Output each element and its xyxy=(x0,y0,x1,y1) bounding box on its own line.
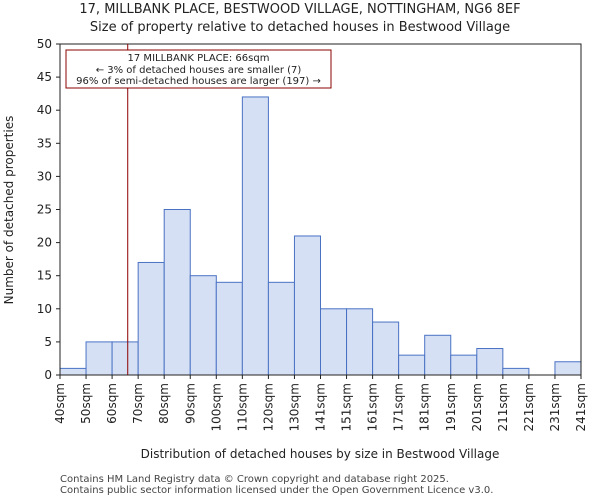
annotation-border xyxy=(65,49,332,89)
histogram-bar xyxy=(424,334,452,376)
histogram-bar xyxy=(267,281,295,376)
histogram-bar xyxy=(111,341,139,376)
y-tick-label: 20 xyxy=(37,236,52,250)
x-tick-label: 231sqm xyxy=(548,383,562,431)
histogram-bar xyxy=(85,341,113,376)
bars xyxy=(59,96,582,376)
y-tick-label: 10 xyxy=(37,302,52,316)
x-tick-label: 50sqm xyxy=(79,383,93,424)
x-axis-label: Distribution of detached houses by size … xyxy=(141,447,500,461)
y-tick-label: 40 xyxy=(37,103,52,117)
x-tick-label: 130sqm xyxy=(287,383,301,431)
x-tick-label: 211sqm xyxy=(496,383,510,431)
chart-title: 17, MILLBANK PLACE, BESTWOOD VILLAGE, NO… xyxy=(79,2,520,17)
histogram-bar xyxy=(372,321,400,376)
y-tick-label: 50 xyxy=(37,37,52,51)
x-tick-label: 201sqm xyxy=(470,383,484,431)
x-tick-label: 161sqm xyxy=(366,383,380,431)
histogram-bar xyxy=(215,281,243,376)
y-tick-label: 35 xyxy=(37,136,52,150)
y-tick-label: 5 xyxy=(44,335,52,349)
histogram-bar xyxy=(398,354,426,376)
histogram-bar xyxy=(346,308,374,376)
annotation-line-1: 17 MILLBANK PLACE: 66sqm xyxy=(128,53,270,64)
histogram-bar xyxy=(450,354,478,376)
histogram-bar xyxy=(554,361,582,376)
y-tick-label: 45 xyxy=(37,70,52,84)
x-tick-label: 100sqm xyxy=(209,383,223,431)
x-tick-label: 70sqm xyxy=(131,383,145,424)
y-axis: 0 5 10 15 20 25 30 35 40 45 50 xyxy=(37,37,60,382)
x-tick-label: 171sqm xyxy=(392,383,406,431)
footer-line-2: Contains public sector information licen… xyxy=(60,485,494,496)
histogram-bar xyxy=(163,209,191,376)
x-tick-label: 90sqm xyxy=(183,383,197,424)
x-tick-label: 221sqm xyxy=(522,383,536,431)
x-tick-label: 191sqm xyxy=(444,383,458,431)
x-tick-label: 40sqm xyxy=(53,383,67,424)
footer-line-1: Contains HM Land Registry data © Crown c… xyxy=(60,474,449,485)
histogram-bar xyxy=(241,96,269,376)
x-tick-label: 181sqm xyxy=(418,383,432,431)
x-tick-label: 60sqm xyxy=(105,383,119,424)
histogram-bar xyxy=(293,235,322,376)
x-tick-label: 80sqm xyxy=(157,383,171,424)
x-tick-label: 151sqm xyxy=(340,383,354,431)
annotation-line-2: ← 3% of detached houses are smaller (7) xyxy=(96,65,302,76)
y-tick-label: 15 xyxy=(37,269,52,283)
y-tick-label: 25 xyxy=(37,203,52,217)
x-axis: 40sqm 50sqm 60sqm 70sqm 80sqm 90sqm 100sqm 110s… xyxy=(53,375,588,431)
histogram-bar xyxy=(137,261,165,376)
annotation-line-3: 96% of semi-detached houses are larger (… xyxy=(76,76,321,87)
x-tick-label: 241sqm xyxy=(574,383,588,431)
histogram-bar xyxy=(59,367,87,376)
chart-subtitle: Size of property relative to detached ho… xyxy=(90,20,510,35)
annotation-box: 17 MILLBANK PLACE: 66sqm ← 3% of detache… xyxy=(65,49,332,89)
x-tick-label: 141sqm xyxy=(314,383,328,431)
histogram-bar xyxy=(320,308,348,376)
plot-frame xyxy=(59,43,582,376)
histogram-bar xyxy=(189,275,217,376)
y-tick-label: 0 xyxy=(44,368,52,382)
histogram-bar xyxy=(476,348,504,376)
x-tick-label: 110sqm xyxy=(235,383,249,431)
y-tick-label: 30 xyxy=(37,169,52,183)
y-axis-label: Number of detached properties xyxy=(2,116,16,305)
x-tick-label: 120sqm xyxy=(261,383,275,431)
axes-frame xyxy=(59,43,582,376)
histogram-bar xyxy=(502,367,530,376)
